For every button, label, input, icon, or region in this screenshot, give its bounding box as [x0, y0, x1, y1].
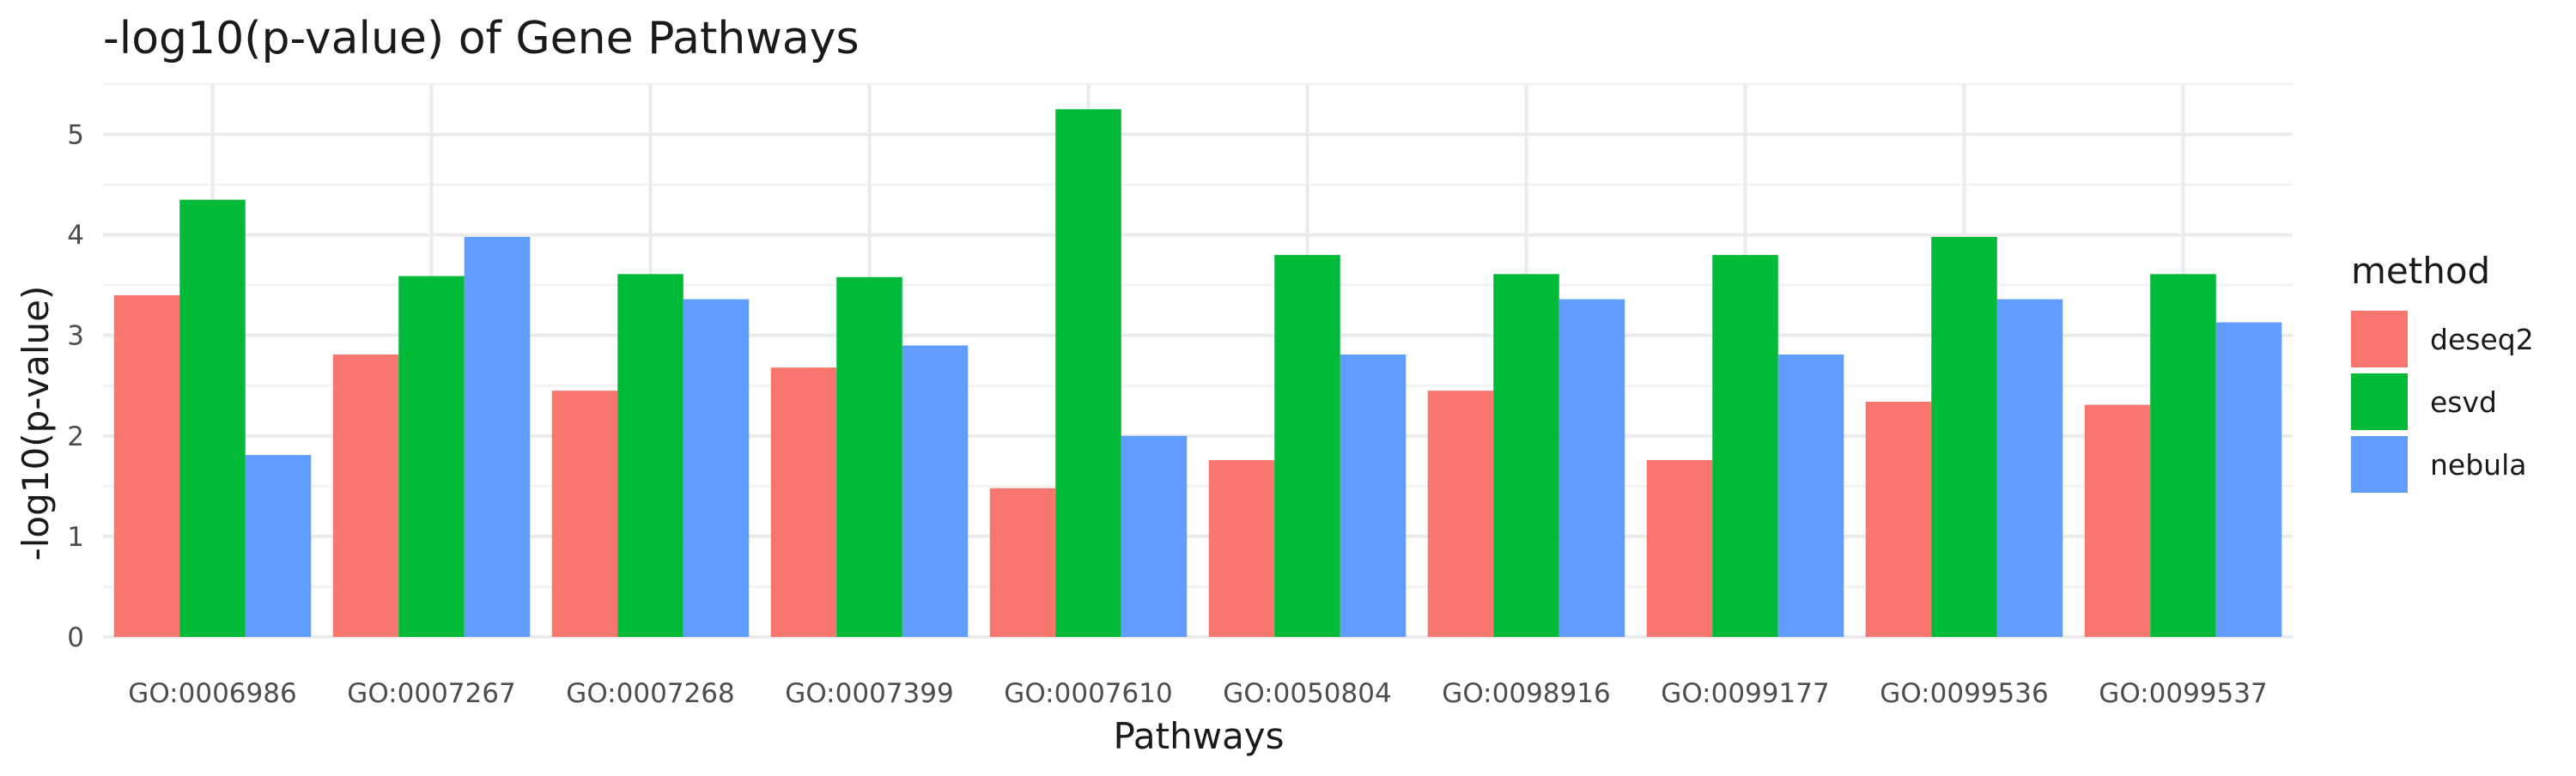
y-tick-label: 0 — [67, 622, 84, 653]
bar-nebula — [1996, 299, 2063, 637]
legend-label-esvd: esvd — [2430, 385, 2497, 419]
y-axis-title: -log10(p-value) — [15, 286, 57, 561]
bar-deseq2 — [551, 391, 618, 637]
bar-deseq2 — [1427, 391, 1494, 637]
bar-deseq2 — [1646, 459, 1713, 637]
legend-swatch-esvd — [2351, 373, 2408, 430]
bar-nebula — [1777, 354, 1844, 637]
bar-nebula — [1558, 299, 1625, 637]
bar-deseq2 — [2084, 404, 2151, 637]
x-tick-label: GO:0050804 — [1223, 678, 1391, 709]
x-tick-label: GO:0007399 — [785, 678, 953, 709]
bar-deseq2 — [113, 294, 180, 637]
y-axis-tick-labels: 0 1 2 3 4 5 — [67, 120, 84, 653]
bar-nebula — [464, 236, 531, 637]
bars — [113, 109, 2282, 638]
x-tick-label: GO:0098916 — [1442, 678, 1610, 709]
bar-esvd — [1493, 274, 1559, 637]
legend-swatch-deseq2 — [2351, 311, 2408, 367]
x-tick-label: GO:0007610 — [1004, 678, 1172, 709]
y-tick-label: 1 — [67, 522, 84, 553]
bar-esvd — [1712, 255, 1778, 637]
legend-swatch-nebula — [2351, 436, 2408, 493]
x-tick-label: GO:0007267 — [347, 678, 515, 709]
x-tick-label: GO:0099177 — [1661, 678, 1829, 709]
x-tick-label: GO:0006986 — [128, 678, 296, 709]
y-tick-label: 5 — [67, 120, 84, 151]
bar-deseq2 — [989, 488, 1056, 637]
legend-label-deseq2: deseq2 — [2430, 323, 2534, 356]
bar-deseq2 — [1865, 402, 1932, 637]
bar-nebula — [1121, 435, 1188, 637]
legend-label-nebula: nebula — [2430, 448, 2526, 482]
bar-esvd — [1274, 255, 1340, 637]
x-tick-label: GO:0099536 — [1880, 678, 2048, 709]
bar-deseq2 — [332, 354, 399, 637]
bar-esvd — [836, 276, 902, 637]
y-tick-label: 2 — [67, 421, 84, 452]
bar-nebula — [2215, 322, 2282, 637]
x-tick-label: GO:0099537 — [2099, 678, 2267, 709]
bar-esvd — [398, 276, 465, 637]
bar-esvd — [2150, 274, 2216, 637]
bar-esvd — [617, 274, 683, 637]
x-axis-title: Pathways — [1113, 715, 1284, 757]
chart-title: -log10(p-value) of Gene Pathways — [103, 13, 860, 64]
bar-nebula — [683, 299, 750, 637]
x-axis-tick-labels: GO:0006986 GO:0007267 GO:0007268 GO:0007399… — [128, 678, 2267, 709]
bar-esvd — [1055, 109, 1121, 638]
bar-deseq2 — [770, 367, 837, 637]
bar-nebula — [245, 455, 312, 637]
legend-title: method — [2351, 250, 2490, 292]
bar-esvd — [179, 199, 246, 637]
bar-nebula — [1340, 354, 1406, 637]
bar-deseq2 — [1208, 459, 1275, 637]
x-tick-label: GO:0007268 — [566, 678, 734, 709]
bar-esvd — [1931, 236, 1997, 637]
y-tick-label: 4 — [67, 221, 84, 252]
bar-nebula — [902, 345, 969, 637]
y-tick-label: 3 — [67, 321, 84, 352]
legend: method deseq2 esvd nebula — [2351, 250, 2534, 493]
legend-items: deseq2 esvd nebula — [2351, 311, 2534, 493]
